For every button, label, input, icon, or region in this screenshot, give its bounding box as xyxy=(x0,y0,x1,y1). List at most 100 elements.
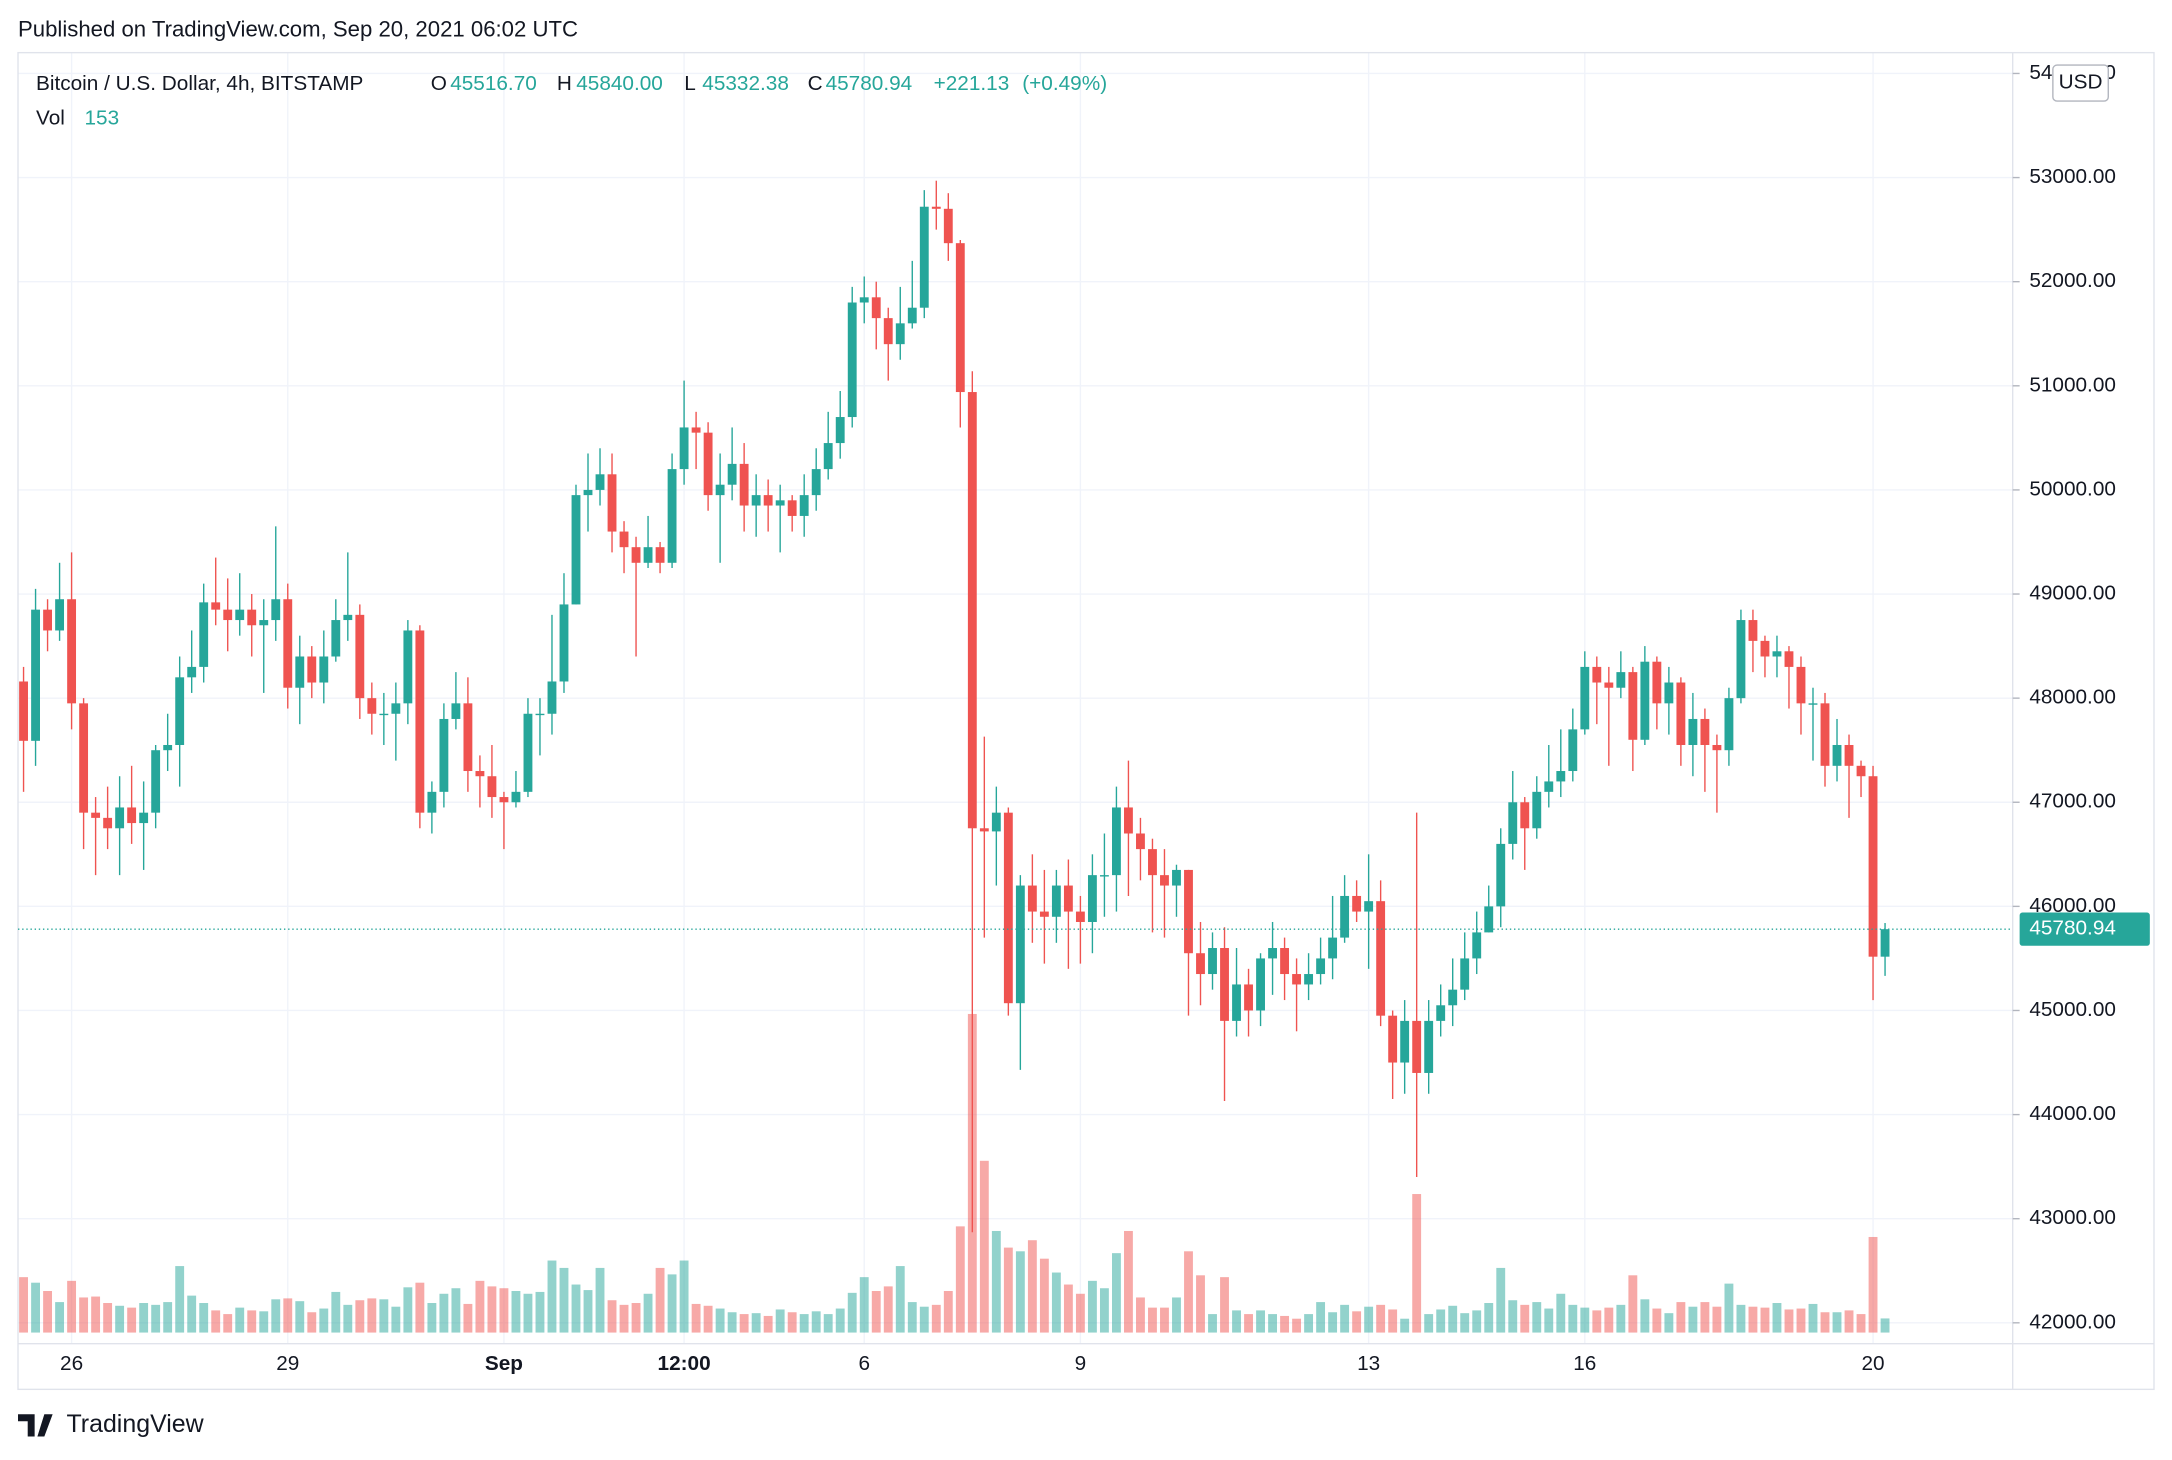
candles xyxy=(19,180,1890,1233)
candle-body xyxy=(1063,885,1073,912)
candle-body xyxy=(1148,849,1157,876)
candle-body xyxy=(559,604,569,682)
candle-body xyxy=(1556,771,1566,782)
candle-body xyxy=(1640,661,1650,740)
volume-bar xyxy=(139,1303,149,1333)
volume-bar xyxy=(919,1306,929,1333)
volume-bar xyxy=(1784,1309,1794,1333)
volume-bar xyxy=(499,1288,509,1333)
candle-body xyxy=(43,609,53,631)
candle-body xyxy=(1099,875,1109,877)
candle-body xyxy=(1244,984,1253,1011)
volume-bar xyxy=(619,1304,629,1333)
candle-body xyxy=(223,609,233,621)
volume-bar xyxy=(1484,1303,1494,1333)
volume-bar xyxy=(715,1308,725,1333)
x-tick-label: 6 xyxy=(858,1352,870,1375)
volume-bar xyxy=(643,1293,653,1333)
candle-body xyxy=(955,243,965,393)
candle-body xyxy=(943,208,953,244)
volume-bar xyxy=(331,1291,341,1333)
x-tick-label: Sep xyxy=(485,1352,523,1375)
volume-bar xyxy=(1412,1194,1422,1333)
volume-bar xyxy=(835,1308,845,1333)
candle-body xyxy=(967,392,977,829)
y-tick-label: 46000.00 xyxy=(2029,894,2116,917)
volume-bar xyxy=(259,1311,269,1333)
volume-bar xyxy=(1400,1318,1410,1333)
candle-body xyxy=(607,474,617,532)
volume-bar xyxy=(1880,1318,1890,1333)
volume-bar xyxy=(535,1291,545,1333)
candle-body xyxy=(823,443,833,470)
volume-bar xyxy=(1051,1272,1061,1333)
volume-bar xyxy=(1256,1310,1265,1333)
volume-bar xyxy=(1292,1318,1302,1333)
volume-bar xyxy=(55,1302,65,1333)
volume-bar xyxy=(763,1315,773,1333)
candle-body xyxy=(1520,802,1530,829)
y-tick-label: 49000.00 xyxy=(2029,582,2116,605)
volume-bar xyxy=(415,1282,425,1333)
candle-body xyxy=(1616,672,1626,688)
candle-body xyxy=(319,656,329,683)
candle-body xyxy=(1196,953,1205,975)
volume-bar xyxy=(691,1303,701,1333)
candle-body xyxy=(1448,989,1458,1006)
candle-body xyxy=(1688,718,1698,745)
candle-body xyxy=(31,609,40,741)
candle-body xyxy=(1015,885,1025,1004)
volume-bar xyxy=(463,1303,473,1333)
candle-body xyxy=(1352,895,1362,912)
candle-body xyxy=(1592,666,1602,683)
volume-bar xyxy=(1544,1308,1554,1333)
y-tick-label: 47000.00 xyxy=(2029,790,2116,813)
candle-body xyxy=(139,812,149,824)
volume-bar xyxy=(1640,1299,1650,1333)
volume-bar xyxy=(175,1266,185,1333)
candle-body xyxy=(295,656,305,688)
legend-prefix: L xyxy=(684,72,696,95)
volume-bar xyxy=(1748,1306,1758,1333)
candle-body xyxy=(859,297,869,303)
volume-bar xyxy=(1856,1314,1866,1333)
candle-body xyxy=(1208,948,1217,975)
candle-body xyxy=(1039,911,1049,917)
volume-bar xyxy=(1364,1306,1374,1333)
volume-bar xyxy=(823,1314,833,1333)
candle-body xyxy=(1484,906,1494,933)
volume-bar xyxy=(1196,1275,1205,1333)
candle-body xyxy=(283,599,293,688)
brand-logo xyxy=(18,1414,53,1437)
volume-bar xyxy=(547,1260,557,1333)
candle-body xyxy=(1316,958,1326,975)
candle-body xyxy=(751,495,761,506)
candle-body xyxy=(811,469,821,496)
volume-bar xyxy=(223,1314,233,1333)
last-price-badge xyxy=(2019,912,2150,946)
candle-body xyxy=(703,432,713,496)
volume-bar xyxy=(1184,1251,1193,1333)
volume-bar xyxy=(1015,1251,1025,1333)
volume-pane xyxy=(19,1013,1890,1333)
volume-last: 153 xyxy=(85,107,120,130)
candle-body xyxy=(235,609,245,621)
candle-body xyxy=(1580,666,1590,730)
volume-bar xyxy=(439,1293,449,1333)
volume-bar xyxy=(487,1286,497,1333)
candle-body xyxy=(1292,974,1302,985)
candle-body xyxy=(127,807,137,824)
volume-bar xyxy=(799,1314,809,1333)
volume-bar xyxy=(511,1291,521,1333)
candle-body xyxy=(835,417,845,444)
legend-value: 45516.70 xyxy=(450,72,537,95)
volume-bar xyxy=(1760,1307,1770,1333)
candle-body xyxy=(763,495,773,506)
volume-bar xyxy=(1436,1309,1446,1333)
volume-bar xyxy=(787,1312,797,1333)
candle-body xyxy=(427,791,437,813)
volume-bar xyxy=(1124,1230,1133,1333)
volume-bar xyxy=(1304,1314,1314,1333)
y-tick-label: 53000.00 xyxy=(2029,165,2116,188)
candle-body xyxy=(775,500,785,506)
